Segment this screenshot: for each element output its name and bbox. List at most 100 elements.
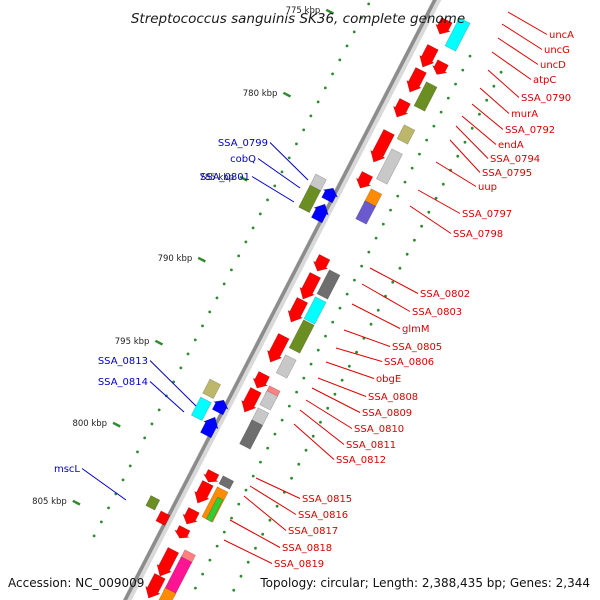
gene-feature: [392, 98, 411, 118]
left-gene-label: SSA_0814: [98, 377, 148, 388]
dot-outer-a: [367, 250, 371, 254]
gene-feature: [435, 17, 453, 35]
dot-outer-b: [304, 448, 308, 452]
dot-outer-b: [499, 70, 503, 74]
dot-outer-a: [396, 194, 400, 198]
dot-outer-b: [232, 588, 236, 592]
dot-inner: [367, 2, 371, 6]
kbp-tick-label: 795 kbp: [115, 337, 150, 347]
dot-inner: [287, 156, 291, 160]
dot-outer-a: [418, 152, 421, 156]
gene-feature: [275, 354, 297, 379]
dot-outer-b: [478, 112, 481, 116]
right-gene-label-connector: [255, 477, 301, 499]
dot-outer-a: [251, 474, 255, 478]
dot-outer-a: [410, 166, 414, 170]
dot-outer-b: [268, 518, 272, 522]
dot-inner: [323, 86, 327, 90]
right-gene-label: SSA_0812: [336, 455, 386, 466]
right-gene-label: SSA_0798: [453, 229, 503, 240]
right-gene-label: SSA_0819: [274, 559, 324, 570]
gene-feature: [182, 507, 200, 525]
gene-feature: [239, 419, 264, 450]
left-gene-label-connector: [149, 381, 185, 413]
topology-text: Topology: circular; Length: 2,388,435 bp…: [259, 576, 590, 590]
dot-inner: [230, 268, 233, 272]
dot-outer-b: [470, 126, 474, 130]
right-gene-label: SSA_0809: [362, 408, 412, 419]
right-gene-label-connector: [293, 423, 335, 460]
dot-outer-b: [391, 280, 395, 284]
right-gene-label: atpC: [533, 75, 556, 86]
right-gene-label-connector: [471, 103, 504, 130]
kbp-tick-mark: [282, 91, 292, 98]
gene-feature: [406, 67, 427, 93]
dot-inner: [302, 128, 306, 132]
gene-labels: SSA_0799 cobQ SSA_0801 SSA_0813 SSA_0814 mscL…: [54, 30, 574, 570]
gene-feature: [158, 587, 177, 600]
gene-feature: [355, 171, 374, 189]
dot-outer-b: [246, 560, 250, 564]
dot-inner: [251, 226, 255, 230]
dot-outer-a: [432, 124, 436, 128]
dot-outer-b: [376, 308, 380, 312]
dot-outer-a: [352, 278, 356, 282]
dot-outer-a: [381, 222, 385, 226]
dot-outer-b: [311, 434, 315, 438]
left-gene-label-connector: [149, 360, 197, 407]
left-gene-label: SSA_0801: [200, 172, 250, 183]
minor-tick-dots: [92, 2, 503, 592]
gene-feature: [299, 272, 322, 300]
dot-outer-b: [326, 406, 330, 410]
map-title: Streptococcus sanguinis SK36, complete g…: [131, 11, 465, 27]
right-gene-label-connector: [479, 87, 510, 114]
right-gene-label-connector: [343, 329, 391, 347]
right-gene-label: uup: [478, 182, 497, 193]
dot-outer-b: [398, 266, 402, 270]
dot-outer-b: [347, 364, 351, 368]
backbone: [123, 0, 437, 600]
left-gene-label: SSA_0813: [98, 356, 148, 367]
gene-feature: [180, 549, 196, 564]
gene-feature: [419, 44, 439, 68]
gene-feature: [202, 378, 221, 399]
dot-outer-a: [446, 96, 450, 100]
dot-outer-a: [309, 362, 313, 366]
left-gene-label-connector: [257, 158, 301, 189]
dot-outer-b: [412, 238, 416, 242]
right-gene-label: SSA_0808: [368, 392, 418, 403]
gene-feature: [287, 297, 309, 323]
dot-outer-b: [254, 546, 257, 550]
kbp-tick-mark: [72, 499, 81, 506]
dot-outer-a: [287, 404, 291, 408]
right-gene-label: glmM: [402, 324, 430, 335]
dot-outer-b: [333, 392, 337, 396]
dot-inner: [92, 534, 96, 538]
right-gene-label-connector: [335, 347, 383, 362]
right-gene-label-connector: [491, 51, 532, 80]
dot-outer-b: [319, 420, 322, 424]
dot-outer-a: [215, 544, 219, 548]
gene-feature: [174, 525, 191, 539]
dot-outer-a: [208, 558, 212, 562]
dot-inner: [157, 408, 161, 412]
gene-feature: [156, 547, 180, 577]
dot-outer-b: [485, 98, 489, 102]
dot-inner: [208, 310, 212, 314]
dot-outer-b: [420, 224, 424, 228]
dot-inner: [128, 464, 132, 468]
right-gene-label: SSA_0815: [302, 494, 352, 505]
right-gene-label: SSA_0803: [412, 307, 462, 318]
dot-outer-a: [259, 460, 262, 464]
kbp-tick-label: 775 kbp: [286, 6, 321, 16]
label-connectors: [81, 11, 548, 564]
right-gene-label: SSA_0817: [288, 526, 338, 537]
gene-feature: [266, 333, 290, 363]
right-gene-label-connector: [369, 267, 419, 294]
dot-outer-b: [456, 154, 460, 158]
gene-feature: [444, 17, 471, 52]
right-gene-label-connector: [487, 69, 520, 98]
dot-outer-b: [340, 378, 344, 382]
right-gene-label-connector: [305, 399, 353, 429]
kbp-tick-mark: [239, 175, 248, 182]
